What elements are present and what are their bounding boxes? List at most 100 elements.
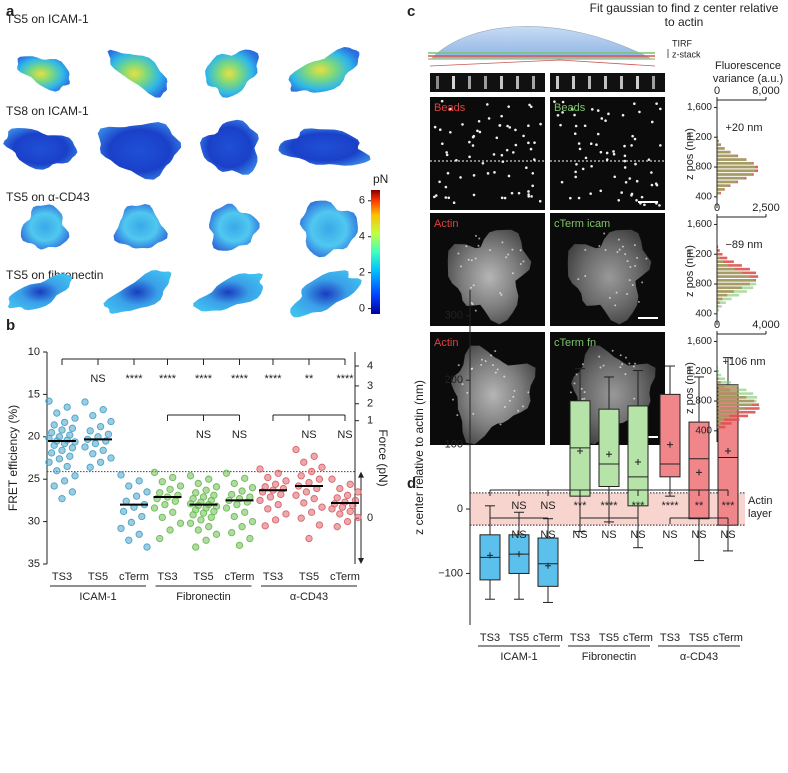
y-tick-label: 800 bbox=[695, 162, 712, 173]
significance-label: *** bbox=[722, 500, 736, 512]
data-point bbox=[318, 463, 326, 471]
significance-label: NS bbox=[196, 429, 211, 441]
bead bbox=[525, 166, 528, 169]
bead bbox=[647, 158, 651, 161]
y2-tick-label: 3 bbox=[367, 380, 373, 392]
y-tick-label: 35 bbox=[28, 558, 40, 570]
cell-speckle bbox=[581, 398, 584, 401]
x-tick-label: TS3 bbox=[263, 571, 283, 583]
kymo-spot bbox=[436, 76, 439, 89]
cell-speckle bbox=[636, 256, 639, 259]
bead bbox=[441, 142, 444, 146]
data-point bbox=[122, 497, 130, 505]
data-point bbox=[107, 454, 115, 462]
cell-speckle bbox=[456, 414, 459, 417]
image-label: cTerm icam bbox=[554, 218, 610, 230]
bead bbox=[533, 141, 536, 144]
kymo-spot bbox=[556, 76, 559, 89]
panel-label: c bbox=[407, 3, 415, 20]
data-point bbox=[104, 430, 113, 438]
data-point bbox=[354, 513, 362, 522]
data-point bbox=[158, 478, 166, 486]
cell-speckle bbox=[603, 232, 606, 235]
data-point bbox=[238, 487, 246, 495]
data-point bbox=[235, 541, 244, 549]
data-point bbox=[333, 523, 341, 531]
data-point bbox=[125, 482, 133, 490]
data-point bbox=[53, 467, 61, 475]
cell-speckle bbox=[615, 291, 618, 294]
bead bbox=[508, 126, 512, 129]
bead bbox=[503, 196, 507, 200]
bead bbox=[654, 182, 658, 185]
data-point bbox=[274, 469, 282, 477]
cell-speckle bbox=[517, 409, 520, 412]
data-point bbox=[305, 478, 313, 487]
cell-speckle bbox=[480, 358, 483, 361]
band-label: Actin layer bbox=[748, 495, 773, 520]
bead bbox=[617, 199, 621, 202]
y-tick-label: 1,200 bbox=[687, 366, 712, 377]
histogram-bar bbox=[717, 403, 753, 407]
bead bbox=[575, 162, 578, 166]
histogram-bar bbox=[717, 407, 745, 410]
mean-marker bbox=[516, 551, 522, 558]
x-tick-label: TS3 bbox=[660, 632, 680, 644]
significance-label: **** bbox=[231, 373, 249, 385]
significance-label: NS bbox=[511, 500, 526, 512]
histogram-bar bbox=[717, 392, 754, 395]
data-point bbox=[292, 445, 300, 454]
data-point bbox=[238, 523, 246, 531]
cell-speckle bbox=[583, 397, 586, 400]
bead bbox=[596, 109, 600, 112]
data-point bbox=[241, 474, 249, 483]
bead bbox=[589, 142, 593, 146]
bead bbox=[623, 166, 627, 169]
mean-marker bbox=[606, 451, 612, 458]
bead bbox=[514, 128, 517, 132]
data-point bbox=[63, 462, 71, 471]
y-tick-label: 20 bbox=[28, 431, 40, 443]
data-point bbox=[99, 406, 107, 414]
x-tick-label: TS5 bbox=[193, 571, 213, 583]
cell-image bbox=[447, 229, 532, 325]
cell-speckle bbox=[581, 363, 584, 366]
bead bbox=[472, 193, 476, 197]
cell-speckle bbox=[527, 391, 530, 394]
data-point bbox=[176, 519, 185, 527]
cell-speckle bbox=[614, 304, 617, 307]
data-point bbox=[205, 523, 213, 531]
cell-speckle bbox=[472, 284, 475, 287]
bead bbox=[438, 128, 442, 132]
colorbar bbox=[371, 190, 380, 314]
bead bbox=[531, 171, 535, 175]
data-point bbox=[202, 536, 210, 544]
data-point bbox=[194, 479, 202, 488]
kymo-spot bbox=[588, 76, 591, 89]
y2-tick-label: 0 bbox=[367, 512, 373, 524]
x-tick-label: 0 bbox=[714, 85, 720, 97]
cell-force-map bbox=[3, 128, 78, 170]
histogram-bar bbox=[717, 282, 757, 286]
histogram-bar bbox=[717, 271, 743, 275]
bead bbox=[559, 123, 562, 127]
histogram-bar bbox=[717, 418, 740, 421]
y-tick-label: 100 bbox=[445, 439, 463, 451]
cell-speckle bbox=[459, 265, 462, 268]
bead bbox=[527, 124, 530, 127]
bead bbox=[628, 177, 632, 180]
annotation: +106 nm bbox=[722, 356, 765, 368]
histogram-bar bbox=[717, 301, 726, 304]
data-point bbox=[264, 473, 272, 482]
cell-speckle bbox=[513, 389, 516, 392]
data-point bbox=[264, 505, 272, 513]
kymo-spot bbox=[484, 76, 487, 89]
bead bbox=[605, 151, 609, 155]
bead bbox=[574, 175, 577, 179]
data-point bbox=[197, 516, 205, 524]
data-point bbox=[63, 403, 71, 411]
data-point bbox=[68, 488, 77, 496]
histogram-bar bbox=[717, 381, 731, 384]
